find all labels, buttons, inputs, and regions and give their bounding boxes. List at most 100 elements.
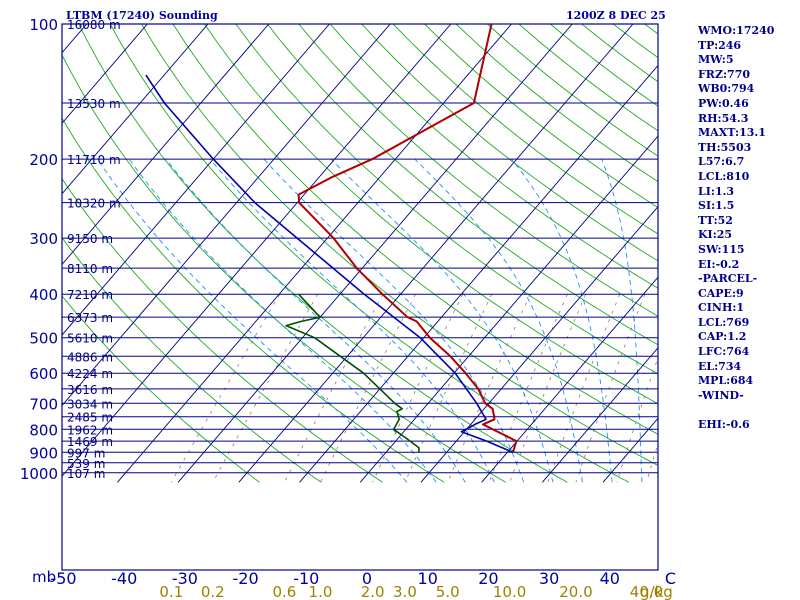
stat-item: SI:1.5 xyxy=(698,199,735,213)
temperature-tick-label: -30 xyxy=(172,569,198,588)
isotherm-line xyxy=(62,24,270,266)
temperature-tick-label: 20 xyxy=(478,569,498,588)
mixing-ratio-line xyxy=(372,294,464,483)
mixing-ratio-label: 1.0 xyxy=(309,583,333,600)
dry-adiabat-line xyxy=(62,177,383,483)
isotherm-line xyxy=(62,24,209,195)
moist-adiabat-line xyxy=(330,158,554,483)
mixing-ratio-label: 5.0 xyxy=(436,583,460,600)
dry-adiabat-line xyxy=(78,24,568,483)
stat-item: MAXT:13.1 xyxy=(698,126,766,140)
dry-adiabat-line xyxy=(361,24,658,262)
mixing-ratio-unit: g/kg xyxy=(640,583,673,600)
stat-item: WMO:17240 xyxy=(698,24,775,37)
sounding-time: 1200Z 8 DEC 25 xyxy=(566,9,666,22)
pressure-tick-label: 700 xyxy=(29,395,58,413)
dry-adiabat-line xyxy=(62,53,506,483)
stat-item: -PARCEL- xyxy=(698,272,758,286)
height-label: 11710 m xyxy=(67,153,121,167)
stat-item: EHI:-0.6 xyxy=(698,418,750,432)
pressure-unit-label: mb xyxy=(32,568,56,586)
stat-item: TP:246 xyxy=(698,38,742,52)
isotherm-line xyxy=(177,24,573,483)
height-label: 5610 m xyxy=(67,332,113,346)
stat-item: MPL:684 xyxy=(698,374,754,388)
temperature-tick-label: -20 xyxy=(233,569,259,588)
pressure-tick-label: 200 xyxy=(29,151,58,169)
sounding-series xyxy=(145,24,518,454)
dry-adiabat-line xyxy=(172,24,658,435)
mixing-ratio-label: 2.0 xyxy=(361,583,385,600)
stat-item: TH:5503 xyxy=(698,140,752,154)
dry-adiabat-line xyxy=(62,236,322,483)
isotherms xyxy=(62,24,658,483)
moist-adiabat-line xyxy=(209,158,495,483)
height-label: 107 m xyxy=(67,467,105,481)
stat-item: LFC:764 xyxy=(698,345,750,359)
mixing-ratio-label: 0.6 xyxy=(272,583,296,600)
stat-item: FRZ:770 xyxy=(698,67,751,81)
stat-item: CAP:1.2 xyxy=(698,330,747,344)
mixing-ratio-line xyxy=(212,294,318,483)
dry-adiabat-line xyxy=(298,24,658,317)
height-label: 10320 m xyxy=(67,197,121,211)
parcel-profile-line xyxy=(145,74,514,454)
height-label: 6373 m xyxy=(67,311,113,325)
isotherm-line xyxy=(62,24,391,407)
pressure-tick-label: 800 xyxy=(29,421,58,439)
pressure-tick-label: 400 xyxy=(29,286,58,304)
isotherm-line xyxy=(62,24,330,336)
moist-adiabat-line xyxy=(128,158,437,483)
stat-item: LCL:769 xyxy=(698,315,750,329)
temperature-tick-label: C xyxy=(665,569,676,588)
isotherm-line xyxy=(299,64,658,483)
stat-item: -WIND- xyxy=(698,388,744,402)
height-label: 997 m xyxy=(67,446,105,460)
stat-item: EI:-0.2 xyxy=(698,257,740,271)
dry-adiabat-line xyxy=(62,295,260,483)
isotherm-line xyxy=(62,24,452,477)
temperature-tick-label: -50 xyxy=(50,569,76,588)
stat-item: CAPE:9 xyxy=(698,286,744,300)
height-label: 7210 m xyxy=(67,288,113,302)
temperature-tick-label: 30 xyxy=(539,569,559,588)
temperature-tick-label: 10 xyxy=(418,569,438,588)
pressure-tick-label: 300 xyxy=(29,230,58,248)
stat-item: LCL:810 xyxy=(698,169,750,183)
moist-adiabat-line xyxy=(511,158,613,483)
isotherm-line xyxy=(359,135,658,483)
dry-adiabat-line xyxy=(329,24,658,289)
stat-item: LI:1.3 xyxy=(698,184,735,198)
isotherm-line xyxy=(541,347,658,483)
mixing-ratio-line xyxy=(509,294,586,483)
height-label: 2485 m xyxy=(67,411,113,425)
plot-frame xyxy=(61,23,659,571)
station-title: LTBM (17240) Sounding xyxy=(66,9,218,22)
isobars xyxy=(62,24,658,474)
height-label: 4224 m xyxy=(67,367,113,381)
stat-item: SW:115 xyxy=(698,242,745,256)
mixing-ratio-label: 40.0 xyxy=(630,583,663,600)
temperature-profile-line xyxy=(297,24,518,453)
mixing-ratio-line xyxy=(171,293,281,483)
stat-item: PW:0.46 xyxy=(698,96,749,110)
height-label: 13530 m xyxy=(67,97,121,111)
mixing-ratio-line xyxy=(447,294,531,483)
temperature-tick-label: -10 xyxy=(293,569,319,588)
mixing-ratio-label: 0.1 xyxy=(159,583,183,600)
dewpoint-profile-line xyxy=(285,293,420,453)
moist-adiabat-line xyxy=(601,158,643,483)
stats-panel: WMO:17240 TP:246 MW:5 FRZ:770 WB0:794 PW:0.46… xyxy=(698,24,798,433)
plot-border xyxy=(61,23,659,571)
dry-adiabat-line xyxy=(392,24,658,235)
stat-item: RH:54.3 xyxy=(698,111,749,125)
pressure-tick-label: 600 xyxy=(29,365,58,383)
moist-adiabat-line xyxy=(165,158,466,483)
height-label: 4886 m xyxy=(67,350,113,364)
stat-item: WB0:794 xyxy=(698,82,755,96)
plot-area xyxy=(62,24,658,570)
mixing-ratio-label: 20.0 xyxy=(559,583,592,600)
stat-item: KI:25 xyxy=(698,228,733,242)
